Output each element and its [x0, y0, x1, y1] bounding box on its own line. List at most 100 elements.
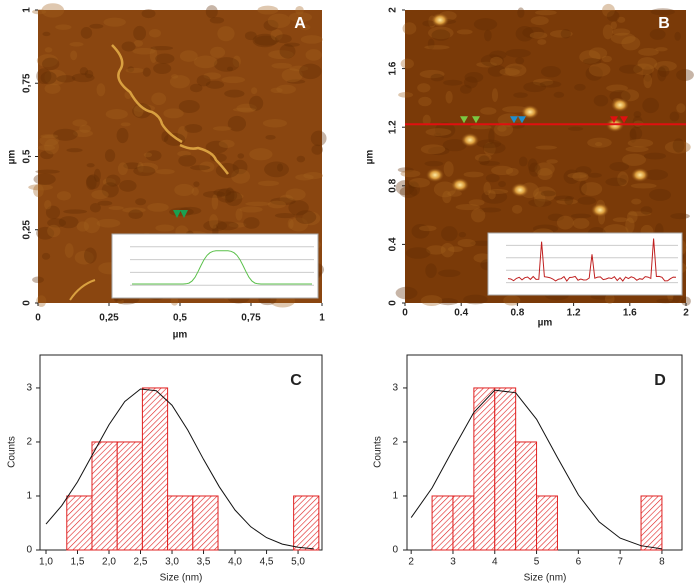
histogram-bar — [167, 495, 194, 551]
texture — [579, 180, 587, 196]
texture — [193, 55, 218, 69]
texture — [79, 124, 91, 134]
texture — [178, 99, 200, 114]
texture — [577, 196, 596, 205]
fit-curve — [45, 388, 314, 550]
x-tick-label: 0.4 — [454, 308, 468, 319]
texture — [508, 65, 523, 71]
texture — [602, 24, 614, 40]
histogram-bar — [473, 387, 496, 551]
texture — [39, 134, 59, 147]
texture — [276, 163, 284, 172]
texture — [503, 295, 521, 306]
texture — [84, 70, 94, 79]
texture — [473, 253, 492, 263]
texture — [425, 128, 452, 136]
texture — [491, 165, 514, 176]
texture — [36, 295, 47, 307]
texture — [56, 191, 72, 201]
texture — [33, 184, 44, 198]
y-tick-label: 2 — [388, 7, 399, 13]
texture — [405, 247, 431, 259]
texture — [417, 83, 431, 93]
texture — [178, 154, 197, 167]
y-tick-label: 0 — [26, 545, 32, 556]
texture — [135, 198, 147, 206]
texture — [254, 35, 279, 46]
texture — [264, 161, 289, 178]
texture — [119, 180, 137, 192]
texture — [177, 126, 188, 141]
texture — [102, 177, 116, 186]
texture — [41, 3, 65, 18]
texture — [70, 50, 78, 61]
texture — [654, 61, 677, 72]
x-tick-label: 1 — [319, 313, 325, 324]
texture — [504, 63, 527, 77]
texture — [216, 188, 238, 203]
texture — [231, 168, 251, 184]
texture — [163, 108, 184, 119]
fibril — [179, 143, 229, 175]
texture — [44, 83, 61, 94]
texture — [127, 66, 135, 73]
texture — [655, 47, 668, 52]
texture — [251, 87, 258, 95]
texture — [594, 141, 603, 147]
texture — [631, 198, 642, 205]
y-tick-label: 1.2 — [388, 120, 399, 134]
y-tick-label: 2 — [392, 437, 398, 448]
texture — [474, 153, 492, 162]
particle — [521, 105, 539, 119]
texture — [86, 174, 100, 190]
texture — [289, 65, 309, 72]
texture — [674, 31, 681, 41]
x-tick-label: 5 — [534, 557, 540, 568]
texture — [40, 150, 54, 160]
texture — [191, 187, 199, 196]
texture — [270, 29, 283, 41]
texture — [463, 294, 488, 305]
texture — [612, 217, 629, 223]
texture — [478, 155, 490, 165]
texture — [202, 191, 226, 198]
texture — [96, 83, 106, 97]
texture — [476, 139, 502, 149]
texture — [443, 79, 463, 86]
texture — [537, 39, 547, 45]
texture — [572, 171, 589, 182]
texture — [133, 166, 156, 176]
texture — [567, 126, 584, 131]
texture — [170, 296, 179, 306]
texture — [445, 90, 453, 104]
texture — [628, 211, 652, 217]
texture — [433, 181, 456, 198]
texture — [161, 131, 169, 143]
texture — [397, 167, 414, 173]
texture — [96, 218, 121, 228]
y-tick-label: 0 — [22, 300, 33, 306]
texture — [79, 67, 89, 76]
particle — [631, 168, 649, 182]
texture — [480, 107, 497, 115]
texture — [41, 252, 51, 260]
texture — [649, 29, 666, 40]
texture — [617, 16, 626, 23]
texture — [174, 183, 195, 197]
texture — [44, 199, 52, 210]
texture — [489, 50, 507, 60]
texture — [103, 17, 126, 27]
inset — [111, 233, 319, 299]
texture — [36, 54, 58, 68]
texture — [105, 109, 128, 120]
texture — [42, 31, 51, 37]
texture — [420, 144, 446, 155]
x-tick-label: 0.8 — [510, 308, 524, 319]
texture — [179, 50, 198, 62]
x-tick-label: 4 — [492, 557, 498, 568]
texture — [125, 67, 145, 73]
y-tick-label: 0 — [392, 545, 398, 556]
texture — [275, 34, 292, 44]
texture — [567, 172, 587, 179]
texture — [310, 130, 327, 147]
